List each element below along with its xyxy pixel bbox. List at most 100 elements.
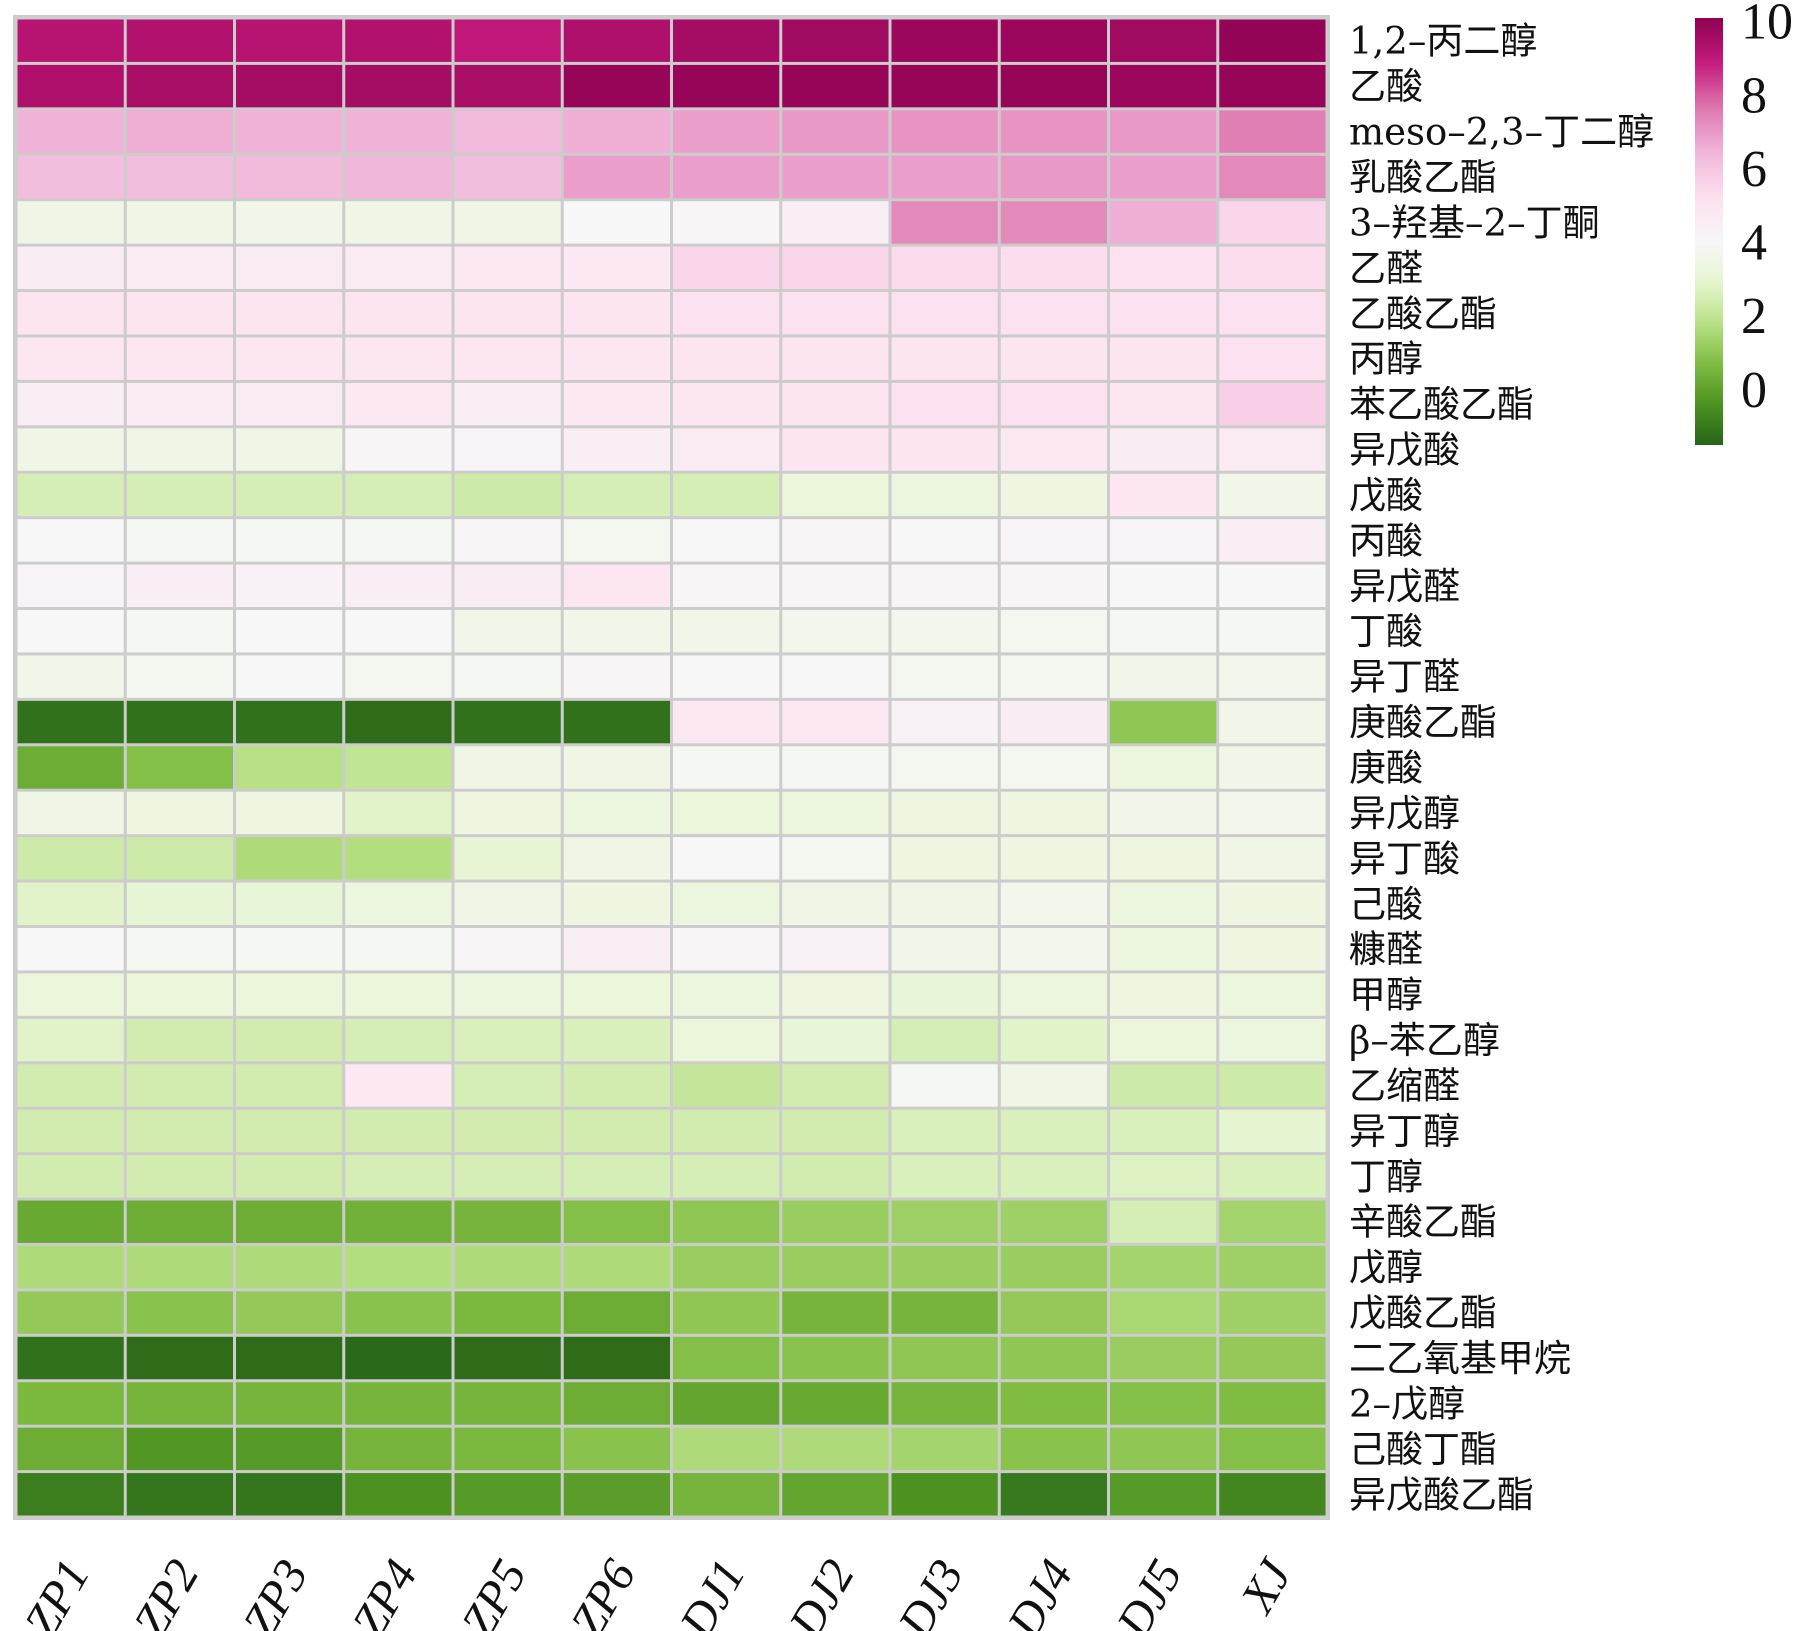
heatmap-cell bbox=[782, 564, 889, 608]
heatmap-cell bbox=[1110, 1382, 1217, 1425]
heatmap-cell bbox=[236, 1064, 343, 1107]
heatmap-cell bbox=[673, 1427, 780, 1471]
heatmap-cell bbox=[1110, 428, 1217, 471]
heatmap-cell bbox=[782, 1018, 889, 1062]
row-label: 乙酸 bbox=[1349, 65, 1423, 108]
heatmap-cell bbox=[1000, 1427, 1107, 1471]
heatmap-cell bbox=[454, 428, 561, 471]
heatmap-cell bbox=[782, 1336, 889, 1380]
heatmap-cell bbox=[126, 1427, 233, 1471]
heatmap-cell bbox=[782, 382, 889, 426]
heatmap-cell bbox=[1000, 337, 1107, 380]
heatmap-cell bbox=[126, 1336, 233, 1380]
heatmap-cell bbox=[782, 1155, 889, 1198]
heatmap-cell bbox=[17, 1018, 124, 1062]
column-label: DJ1 bbox=[669, 1551, 755, 1631]
heatmap-cell bbox=[17, 473, 124, 517]
heatmap-cell bbox=[1000, 428, 1107, 471]
heatmap-cell bbox=[891, 1109, 998, 1153]
heatmap-cell bbox=[673, 1245, 780, 1289]
heatmap-cell bbox=[1000, 882, 1107, 925]
heatmap-cell bbox=[236, 1291, 343, 1334]
heatmap-cell bbox=[1219, 1291, 1326, 1334]
heatmap-cell bbox=[454, 700, 561, 744]
heatmap-cell bbox=[236, 882, 343, 925]
row-label: 庚酸乙酯 bbox=[1349, 701, 1497, 744]
heatmap-cell bbox=[17, 837, 124, 880]
heatmap-cell bbox=[1219, 837, 1326, 880]
heatmap-cell bbox=[126, 746, 233, 789]
heatmap-cell bbox=[126, 519, 233, 562]
colorbar-tick-label: 6 bbox=[1741, 141, 1767, 198]
heatmap-cell bbox=[1110, 1291, 1217, 1334]
heatmap-cell bbox=[236, 1200, 343, 1243]
row-label: 3–羟基–2–丁酮 bbox=[1349, 201, 1600, 244]
heatmap-cell bbox=[126, 1064, 233, 1107]
heatmap-cell bbox=[891, 1155, 998, 1198]
heatmap-cell bbox=[1219, 1109, 1326, 1153]
heatmap-cell bbox=[891, 1245, 998, 1289]
heatmap-cell bbox=[454, 610, 561, 653]
heatmap-cell bbox=[1219, 564, 1326, 608]
heatmap-cell bbox=[891, 155, 998, 199]
heatmap-cell bbox=[673, 1291, 780, 1334]
row-label: 丙醇 bbox=[1349, 338, 1423, 381]
heatmap-cell bbox=[1219, 519, 1326, 562]
heatmap-cell bbox=[1219, 973, 1326, 1016]
heatmap-cell bbox=[236, 1109, 343, 1153]
heatmap-cell bbox=[454, 1473, 561, 1516]
heatmap-cell bbox=[1000, 1064, 1107, 1107]
heatmap-cell bbox=[454, 519, 561, 562]
heatmap-cell bbox=[454, 1291, 561, 1334]
heatmap-cell bbox=[1110, 64, 1217, 108]
colorbar-tick-label: 4 bbox=[1741, 215, 1767, 272]
heatmap-cell bbox=[454, 1245, 561, 1289]
heatmap-cell bbox=[891, 791, 998, 835]
heatmap-cell bbox=[345, 473, 452, 517]
heatmap-cell bbox=[1110, 746, 1217, 789]
heatmap-cell bbox=[1000, 1473, 1107, 1516]
heatmap-cell bbox=[17, 1155, 124, 1198]
heatmap-cell bbox=[236, 519, 343, 562]
heatmap-cell bbox=[126, 700, 233, 744]
heatmap-cell bbox=[563, 1155, 670, 1198]
heatmap-cell bbox=[1000, 1200, 1107, 1243]
heatmap-cell bbox=[563, 201, 670, 244]
heatmap-cell bbox=[126, 64, 233, 108]
heatmap-cell bbox=[1110, 19, 1217, 62]
heatmap-cell bbox=[891, 655, 998, 698]
heatmap-cell bbox=[126, 110, 233, 153]
heatmap-cell bbox=[17, 1336, 124, 1380]
column-label: ZP2 bbox=[123, 1551, 209, 1631]
heatmap-cell bbox=[345, 1336, 452, 1380]
heatmap-cell bbox=[563, 155, 670, 199]
heatmap-cell bbox=[1000, 1291, 1107, 1334]
heatmap-cell bbox=[454, 1109, 561, 1153]
column-label: ZP5 bbox=[451, 1551, 537, 1631]
column-label: ZP4 bbox=[342, 1551, 428, 1631]
heatmap-cell bbox=[345, 1018, 452, 1062]
heatmap-cell bbox=[17, 155, 124, 199]
heatmap-cell bbox=[454, 110, 561, 153]
row-label: 丁酸 bbox=[1349, 610, 1423, 653]
heatmap-cell bbox=[1219, 1245, 1326, 1289]
heatmap-cell bbox=[1110, 927, 1217, 971]
heatmap-cell bbox=[891, 382, 998, 426]
heatmap-cell bbox=[1219, 1155, 1326, 1198]
heatmap-cell bbox=[126, 246, 233, 290]
heatmap-cell bbox=[126, 1291, 233, 1334]
heatmap-cell bbox=[345, 973, 452, 1016]
heatmap-cell bbox=[782, 337, 889, 380]
row-label: 糠醛 bbox=[1349, 928, 1423, 971]
heatmap-cell bbox=[1110, 519, 1217, 562]
heatmap-cell bbox=[1219, 1064, 1326, 1107]
heatmap-cell bbox=[673, 791, 780, 835]
heatmap-cell bbox=[1000, 155, 1107, 199]
row-label: 乙醛 bbox=[1349, 247, 1423, 290]
heatmap-cell bbox=[563, 1382, 670, 1425]
heatmap-cell bbox=[563, 700, 670, 744]
heatmap-cell bbox=[1110, 1473, 1217, 1516]
heatmap-cell bbox=[673, 64, 780, 108]
heatmap-cell bbox=[891, 292, 998, 335]
heatmap-cell bbox=[17, 927, 124, 971]
